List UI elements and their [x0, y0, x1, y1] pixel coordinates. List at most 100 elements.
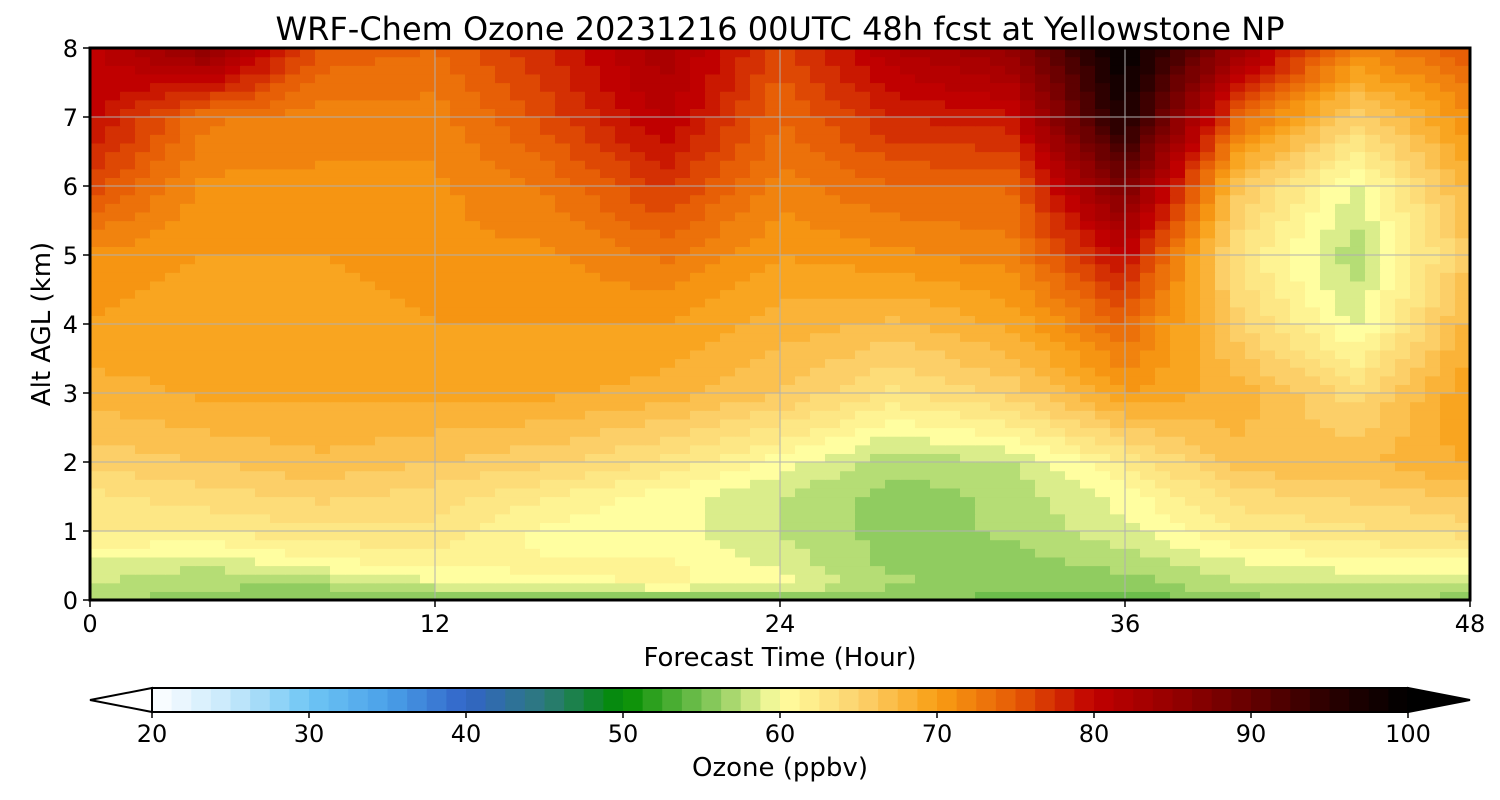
heatmap-cell	[330, 280, 346, 291]
heatmap-cell	[1140, 134, 1156, 144]
heatmap-cell	[525, 522, 541, 532]
heatmap-cell	[1350, 211, 1366, 222]
heatmap-cell	[1080, 341, 1096, 351]
heatmap-cell	[90, 142, 106, 153]
heatmap-cell	[825, 531, 841, 541]
heatmap-cell	[795, 194, 811, 204]
heatmap-cell	[1110, 470, 1126, 480]
heatmap-cell	[510, 298, 526, 308]
heatmap-cell	[1455, 462, 1470, 472]
heatmap-cell	[645, 556, 661, 567]
heatmap-cell	[1440, 306, 1456, 316]
heatmap-cell	[1050, 289, 1066, 299]
heatmap-cell	[1170, 358, 1186, 368]
heatmap-cell	[240, 298, 256, 308]
heatmap-cell	[1035, 436, 1051, 446]
heatmap-cell	[135, 548, 151, 558]
heatmap-cell	[660, 582, 676, 592]
heatmap-cell	[945, 246, 961, 256]
heatmap-cell	[315, 134, 331, 144]
heatmap-cell	[270, 531, 286, 541]
heatmap-cell	[1065, 151, 1081, 161]
heatmap-cell	[450, 539, 466, 549]
heatmap-cell	[645, 315, 661, 325]
heatmap-cell	[345, 358, 361, 368]
heatmap-cell	[435, 203, 451, 213]
heatmap-cell	[90, 401, 106, 411]
heatmap-cell	[735, 349, 751, 360]
heatmap-cell	[195, 427, 211, 437]
heatmap-cell	[315, 393, 331, 403]
heatmap-cell	[900, 142, 916, 153]
heatmap-cell	[900, 591, 916, 600]
heatmap-cell	[1335, 531, 1351, 541]
heatmap-cell	[1215, 487, 1231, 498]
heatmap-cell	[405, 582, 421, 592]
heatmap-cell	[630, 453, 646, 463]
heatmap-cell	[900, 375, 916, 385]
heatmap-cell	[780, 410, 796, 420]
heatmap-cell	[720, 177, 736, 187]
heatmap-cell	[1365, 211, 1381, 222]
heatmap-cell	[600, 211, 616, 222]
heatmap-cell	[285, 462, 301, 472]
heatmap-cell	[1110, 487, 1126, 498]
heatmap-cell	[135, 522, 151, 532]
heatmap-cell	[240, 444, 256, 454]
heatmap-cell	[1125, 246, 1141, 256]
heatmap-cell	[1290, 280, 1306, 291]
heatmap-cell	[1350, 255, 1366, 265]
heatmap-cell	[1395, 505, 1411, 515]
heatmap-cell	[780, 462, 796, 472]
heatmap-cell	[690, 332, 706, 342]
heatmap-cell	[345, 341, 361, 351]
heatmap-cell	[1155, 298, 1171, 308]
heatmap-cell	[840, 194, 856, 204]
heatmap-cell	[540, 160, 556, 170]
heatmap-cell	[345, 444, 361, 454]
heatmap-cell	[90, 522, 106, 532]
heatmap-cell	[855, 255, 871, 265]
heatmap-cell	[900, 134, 916, 144]
heatmap-cell	[1215, 401, 1231, 411]
heatmap-cell	[165, 384, 181, 394]
heatmap-cell	[525, 151, 541, 161]
heatmap-cell	[1215, 324, 1231, 334]
heatmap-cell	[675, 160, 691, 170]
heatmap-cell	[975, 591, 991, 600]
heatmap-cell	[150, 315, 166, 325]
heatmap-cell	[1125, 444, 1141, 454]
heatmap-cell	[405, 125, 421, 135]
heatmap-cell	[210, 479, 226, 489]
heatmap-cell	[1320, 531, 1336, 541]
heatmap-cell	[570, 289, 586, 299]
heatmap-cell	[1290, 539, 1306, 549]
heatmap-cell	[315, 263, 331, 273]
heatmap-cell	[1140, 272, 1156, 282]
heatmap-cell	[945, 142, 961, 153]
heatmap-cell	[525, 341, 541, 351]
heatmap-cell	[450, 565, 466, 575]
heatmap-cell	[345, 384, 361, 394]
heatmap-cell	[780, 479, 796, 489]
heatmap-cell	[1290, 453, 1306, 463]
heatmap-cell	[585, 582, 601, 592]
heatmap-cell	[1230, 315, 1246, 325]
heatmap-cell	[990, 315, 1006, 325]
heatmap-cell	[465, 358, 481, 368]
heatmap-cell	[1155, 565, 1171, 575]
heatmap-cell	[1170, 194, 1186, 204]
heatmap-cell	[1245, 203, 1261, 213]
heatmap-cell	[375, 384, 391, 394]
heatmap-cell	[915, 160, 931, 170]
heatmap-cell	[780, 280, 796, 291]
heatmap-cell	[1065, 401, 1081, 411]
heatmap-cell	[660, 324, 676, 334]
heatmap-cell	[1125, 496, 1141, 506]
heatmap-cell	[1320, 168, 1336, 178]
heatmap-cell	[615, 582, 631, 592]
heatmap-cell	[855, 211, 871, 222]
heatmap-cell	[780, 229, 796, 239]
heatmap-cell	[1290, 505, 1306, 515]
heatmap-cell	[330, 582, 346, 592]
